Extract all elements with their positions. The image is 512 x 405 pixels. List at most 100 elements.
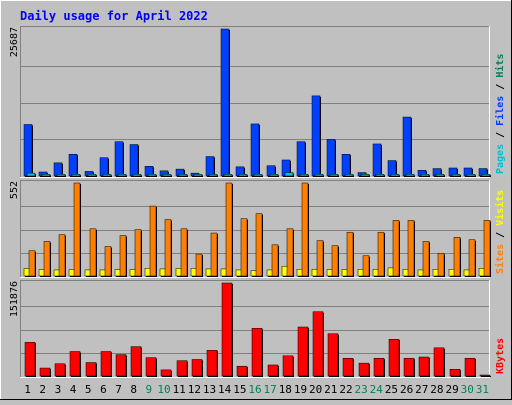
side-label-sep-1: / xyxy=(495,126,506,144)
x-tick-label-day-30: 30 xyxy=(461,383,474,396)
x-tick-label-day-17: 17 xyxy=(264,383,277,396)
visits-bar-day-28 xyxy=(437,253,445,277)
visits-bar-day-7 xyxy=(119,235,127,277)
pages-bar-day-26 xyxy=(405,174,415,177)
pages-bar-day-22 xyxy=(344,174,354,177)
visits-bar-day-27 xyxy=(422,241,430,277)
pages-bar-day-6 xyxy=(102,174,112,177)
kbytes-bar-day-28 xyxy=(433,347,445,377)
visits-bar-day-17 xyxy=(271,244,279,277)
pages-bar-day-10 xyxy=(162,174,172,177)
pages-bar-day-4 xyxy=(71,174,81,177)
x-tick-label-day-23: 23 xyxy=(355,383,368,396)
pages-bar-day-27 xyxy=(420,174,430,177)
kbytes-bar-day-6 xyxy=(100,351,112,377)
kbytes-bar-day-25 xyxy=(388,339,400,377)
visits-bar-day-12 xyxy=(195,253,203,277)
side-label-pages: Pages xyxy=(495,144,506,174)
kbytes-bar-day-13 xyxy=(206,350,218,377)
files-bar-day-13 xyxy=(205,156,215,177)
panel-kbytes: 151876 KBytes xyxy=(9,280,506,378)
kbytes-bar-day-11 xyxy=(176,360,188,377)
visits-bar-day-1 xyxy=(28,250,36,277)
x-tick-label-day-21: 21 xyxy=(324,383,337,396)
files-bar-day-16 xyxy=(250,123,260,177)
x-tick-label-day-16: 16 xyxy=(248,383,261,396)
chart-title: Daily usage for April 2022 xyxy=(20,9,208,23)
kbytes-bar-day-4 xyxy=(69,351,81,377)
pages-bar-day-24 xyxy=(375,174,385,177)
files-bar-day-6 xyxy=(99,157,109,177)
pages-bar-day-21 xyxy=(329,174,339,177)
pages-bar-day-11 xyxy=(178,174,188,177)
files-bar-day-3 xyxy=(53,162,63,177)
files-bar-day-26 xyxy=(402,116,412,177)
visits-bar-day-8 xyxy=(134,229,142,277)
x-tick-label-day-10: 10 xyxy=(157,383,170,396)
pages-bar-day-31 xyxy=(481,174,491,177)
x-tick-label-day-2: 2 xyxy=(39,383,46,396)
x-tick-label-day-31: 31 xyxy=(476,383,489,396)
side-label-sep-3: / xyxy=(495,226,506,244)
visits-bar-day-26 xyxy=(407,220,415,277)
visits-bar-day-14 xyxy=(225,182,233,277)
pages-bar-day-15 xyxy=(238,174,248,177)
pages-bar-day-2 xyxy=(41,174,51,177)
kbytes-bar-day-8 xyxy=(130,346,142,377)
kbytes-bar-day-22 xyxy=(342,357,354,377)
x-tick-label-day-26: 26 xyxy=(400,383,413,396)
side-label-visits: Visits xyxy=(494,190,506,226)
pages-bar-day-12 xyxy=(193,174,203,177)
x-tick-label-day-14: 14 xyxy=(218,383,232,396)
files-bar-day-22 xyxy=(341,154,351,177)
panel-visits-sites-side-label: Sites / Visits xyxy=(494,190,506,274)
side-label-sites: Sites xyxy=(494,244,506,274)
visits-bar-day-22 xyxy=(346,231,354,277)
visits-bar-day-24 xyxy=(377,231,385,277)
visits-bar-day-9 xyxy=(149,205,157,277)
x-tick-label-day-11: 11 xyxy=(173,383,186,396)
x-tick-label-day-8: 8 xyxy=(130,383,137,396)
x-tick-label-day-27: 27 xyxy=(415,383,428,396)
visits-bar-day-5 xyxy=(89,228,97,277)
x-tick-label-day-7: 7 xyxy=(115,383,122,396)
panel-kbytes-side-label: KBytes xyxy=(495,338,506,374)
x-tick-label-day-22: 22 xyxy=(339,383,352,396)
visits-bar-day-16 xyxy=(255,213,263,277)
kbytes-bar-day-12 xyxy=(191,359,203,377)
x-tick-label-day-29: 29 xyxy=(445,383,458,396)
x-axis-labels: 1 2 3 4 5 6 7 8 9 10 11 12 13 14 15 16 17 18 19 20 21 22 23 24 2… xyxy=(24,383,489,396)
pages-bar-day-16 xyxy=(253,174,263,177)
panel-hits-files-pages-ymax-label: 25687 xyxy=(9,27,20,57)
x-tick-label-day-6: 6 xyxy=(100,383,107,396)
x-tick-label-day-3: 3 xyxy=(55,383,62,396)
kbytes-bar-day-21 xyxy=(327,333,339,377)
kbytes-bar-day-31-shadow xyxy=(481,376,491,377)
x-tick-label-day-28: 28 xyxy=(430,383,443,396)
x-tick-label-day-9: 9 xyxy=(146,383,153,396)
pages-bar-day-13 xyxy=(208,174,218,177)
files-bar-day-25 xyxy=(387,160,397,177)
pages-bar-day-9 xyxy=(147,174,157,177)
panel-hits-files-pages: 25687 Pages / Files / Hits xyxy=(9,26,506,178)
panel-hits-files-pages-side-label: Pages / Files / Hits xyxy=(494,54,506,174)
visits-bar-day-13 xyxy=(210,232,218,277)
pages-bar-day-30 xyxy=(466,174,476,177)
visits-bar-day-21 xyxy=(331,245,339,277)
x-tick-label-day-24: 24 xyxy=(370,383,384,396)
x-tick-label-day-18: 18 xyxy=(279,383,292,396)
visits-bar-day-30 xyxy=(468,239,476,277)
files-bar-day-1 xyxy=(23,124,33,177)
visits-bar-day-18 xyxy=(286,228,294,277)
pages-bar-day-17 xyxy=(269,174,279,177)
panel-kbytes-ymax-label: 151876 xyxy=(9,281,20,317)
kbytes-bar-day-14 xyxy=(221,282,233,377)
pages-bar-day-3 xyxy=(56,174,66,177)
kbytes-bar-day-18 xyxy=(282,355,294,377)
files-bar-day-20 xyxy=(311,95,321,177)
x-tick-label-day-5: 5 xyxy=(85,383,92,396)
pages-bar-day-25 xyxy=(390,174,400,177)
kbytes-bar-day-15 xyxy=(236,365,248,377)
side-label-sep-2: / xyxy=(495,78,506,96)
